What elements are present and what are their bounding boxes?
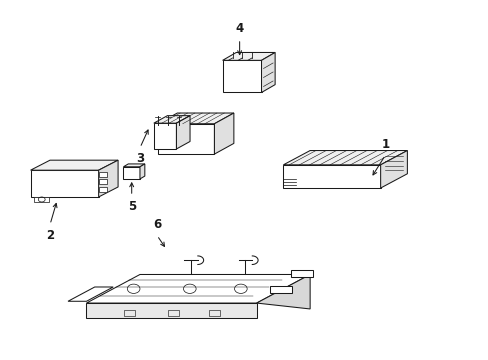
- Polygon shape: [269, 287, 291, 293]
- Bar: [123, 310, 134, 316]
- Polygon shape: [86, 274, 309, 303]
- Text: 5: 5: [127, 201, 136, 213]
- Polygon shape: [380, 150, 407, 188]
- Polygon shape: [222, 53, 275, 60]
- Polygon shape: [154, 116, 190, 123]
- Polygon shape: [34, 197, 49, 202]
- Text: 6: 6: [153, 218, 161, 231]
- Polygon shape: [158, 113, 233, 124]
- Polygon shape: [222, 60, 261, 93]
- Bar: [208, 310, 219, 316]
- Polygon shape: [154, 123, 176, 149]
- Bar: [168, 310, 179, 316]
- Polygon shape: [291, 270, 313, 276]
- Polygon shape: [123, 164, 144, 167]
- Polygon shape: [158, 124, 214, 154]
- Polygon shape: [30, 170, 99, 197]
- Polygon shape: [99, 172, 107, 177]
- Polygon shape: [283, 165, 380, 188]
- Polygon shape: [283, 150, 407, 165]
- Polygon shape: [99, 160, 118, 197]
- Polygon shape: [140, 164, 144, 179]
- Polygon shape: [256, 274, 309, 309]
- Polygon shape: [176, 116, 190, 149]
- Text: 2: 2: [46, 229, 54, 242]
- Polygon shape: [86, 303, 256, 318]
- Polygon shape: [99, 179, 107, 184]
- Polygon shape: [261, 53, 275, 93]
- Polygon shape: [123, 167, 140, 179]
- Polygon shape: [68, 287, 113, 301]
- Polygon shape: [99, 187, 107, 192]
- Polygon shape: [214, 113, 233, 154]
- Text: 3: 3: [136, 152, 144, 165]
- Text: 4: 4: [235, 22, 243, 35]
- Text: 1: 1: [381, 138, 389, 151]
- Polygon shape: [30, 160, 118, 170]
